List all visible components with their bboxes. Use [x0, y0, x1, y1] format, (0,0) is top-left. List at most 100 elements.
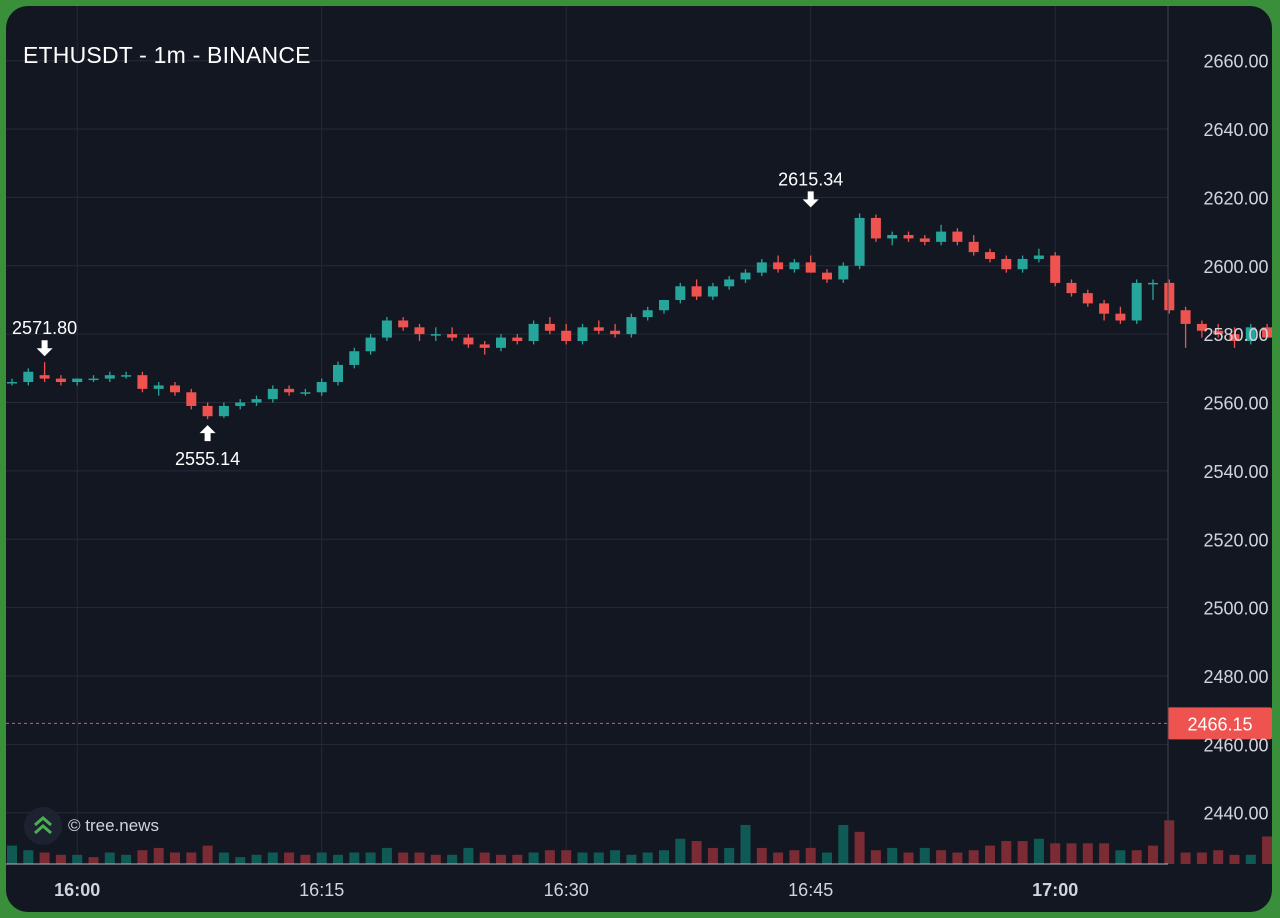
volume-bar: [773, 852, 784, 864]
volume-bar: [789, 850, 800, 864]
volume-bar: [23, 850, 34, 864]
branding-label: © tree.news: [68, 816, 159, 835]
candle-down: [1050, 255, 1061, 283]
low-marker-label: 2555.14: [175, 449, 240, 469]
up-arrow-icon: [199, 425, 216, 442]
candle-up: [153, 385, 164, 389]
volume-bar: [675, 838, 686, 864]
volume-bar: [218, 852, 229, 864]
candle-down: [1099, 303, 1110, 314]
volume-bar: [936, 850, 947, 864]
volume-bar: [610, 850, 621, 864]
candle-up: [121, 375, 132, 377]
down-arrow-icon: [802, 191, 819, 208]
volume-bar: [1148, 845, 1158, 864]
candle-down: [691, 286, 702, 297]
y-tick-label: 2640.00: [1203, 120, 1268, 140]
candle-up: [235, 402, 246, 406]
volume-bar: [691, 841, 702, 864]
candle-down: [463, 337, 474, 345]
volume-bar: [838, 824, 849, 864]
candle-down: [1196, 323, 1207, 331]
y-tick-label: 2620.00: [1203, 188, 1268, 208]
volume-bar: [463, 847, 474, 864]
candle-down: [1229, 334, 1240, 341]
volume-bar: [7, 845, 17, 864]
volume-bar: [642, 852, 653, 864]
candle-down: [610, 330, 621, 335]
candle-down: [1066, 282, 1077, 294]
candle-up: [381, 320, 392, 338]
volume-bar: [1164, 820, 1175, 864]
volume-bar: [496, 854, 506, 864]
candle-up: [789, 262, 800, 270]
volume-bar: [153, 847, 164, 864]
volume-bar: [805, 847, 816, 864]
volume-bar: [333, 854, 343, 864]
volume-bar: [1262, 836, 1272, 864]
candle-up: [1017, 258, 1028, 270]
candle-down: [1213, 330, 1224, 335]
volume-bar: [1180, 852, 1191, 864]
volume-bar: [854, 831, 865, 864]
x-tick-label: 16:45: [788, 880, 833, 900]
volume-bar: [1050, 843, 1061, 864]
candle-up: [88, 378, 99, 381]
y-tick-label: 2660.00: [1203, 52, 1268, 72]
volume-bar: [316, 852, 327, 864]
y-tick-label: 2520.00: [1203, 530, 1268, 550]
candle-up: [251, 399, 262, 403]
candle-up: [104, 375, 115, 379]
candle-up: [528, 323, 539, 341]
candle-down: [1262, 327, 1272, 338]
candle-up: [23, 371, 34, 383]
volume-bar: [300, 854, 311, 864]
volume-bar: [235, 857, 246, 864]
volume-bar: [952, 852, 963, 864]
high-marker-label: 2571.80: [12, 318, 77, 338]
volume-bar: [1082, 843, 1093, 864]
candle-up: [887, 235, 898, 239]
y-tick-label: 2480.00: [1203, 667, 1268, 687]
volume-bar: [202, 845, 213, 864]
volume-bar: [284, 852, 295, 864]
x-tick-label: 16:15: [299, 880, 344, 900]
high-marker-label: 2615.34: [778, 169, 843, 189]
y-tick-label: 2500.00: [1203, 599, 1268, 619]
candle-down: [398, 320, 409, 328]
candle-down: [186, 392, 197, 406]
candle-down: [1180, 310, 1191, 324]
down-arrow-icon: [36, 340, 53, 357]
volume-bar: [512, 854, 523, 864]
candle-up: [626, 317, 637, 335]
candle-down: [903, 235, 914, 239]
candle-down: [479, 344, 490, 348]
volume-bar: [659, 850, 669, 864]
volume-bar: [55, 854, 66, 864]
candle-up: [936, 231, 947, 242]
candle-down: [447, 334, 458, 338]
volume-bar: [1131, 850, 1142, 864]
volume-bar: [39, 852, 50, 864]
volume-bar: [544, 850, 555, 864]
volume-bar: [72, 854, 83, 864]
candle-up: [365, 337, 376, 352]
volume-bar: [186, 852, 197, 864]
candle-down: [952, 231, 963, 242]
volume-bar: [577, 852, 588, 864]
volume-bar: [919, 847, 930, 864]
candle-down: [39, 375, 50, 379]
volume-bar: [414, 852, 425, 864]
candle-down: [968, 241, 979, 253]
candle-up: [838, 265, 849, 280]
volume-bar: [1229, 854, 1240, 864]
candle-down: [805, 262, 816, 273]
candle-up: [430, 334, 441, 336]
volume-bar: [1066, 843, 1077, 864]
volume-bar: [822, 852, 832, 864]
candle-up: [316, 382, 327, 393]
candle-up: [72, 378, 83, 383]
volume-bar: [1033, 838, 1044, 864]
